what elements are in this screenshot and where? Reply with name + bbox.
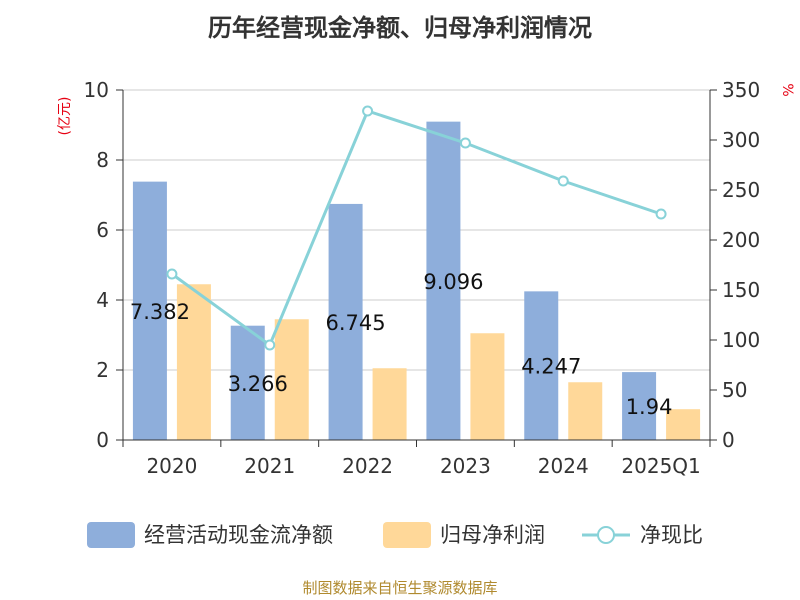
ratio-line-path [171, 109, 662, 348]
left-tick-label: 0 [96, 428, 109, 452]
bar-net-profit [568, 382, 603, 440]
right-tick-label: 50 [722, 378, 747, 402]
bar-data-label: 4.247 [521, 355, 581, 379]
bar-data-label: 1.94 [626, 395, 673, 419]
left-tick-label: 8 [96, 148, 109, 172]
x-tick-label: 2025Q1 [621, 454, 700, 478]
ratio-point [459, 137, 471, 149]
left-tick-label: 2 [96, 358, 109, 382]
bar-operating-cash-flow [230, 325, 265, 440]
right-tick-label: 200 [722, 228, 760, 252]
legend-label-net-profit: 归母净利润 [440, 523, 545, 547]
legend-swatch-ratio-point [597, 526, 615, 544]
bar-net-profit [176, 284, 211, 440]
x-tick-label: 2023 [440, 454, 491, 478]
legend-swatch-net-profit [383, 522, 431, 548]
grid [123, 89, 710, 441]
legend-label-ratio: 净现比 [640, 523, 703, 547]
data-labels: 7.382 3.266 6.745 9.096 4.247 1.94 [130, 270, 673, 419]
ratio-point [655, 208, 667, 220]
ratio-point [166, 268, 178, 280]
bar-net-profit [470, 333, 505, 440]
bar-operating-cash-flow [622, 372, 657, 440]
ratio-point [264, 339, 276, 351]
left-tick-label: 10 [84, 78, 109, 102]
bar-operating-cash-flow [132, 181, 167, 440]
right-tick-label: 300 [722, 128, 760, 152]
x-tick-label: 2024 [538, 454, 589, 478]
chart-title: 历年经营现金净额、归母净利润情况 [208, 14, 592, 42]
x-tick-label: 2022 [342, 454, 393, 478]
right-tick-label: 350 [722, 78, 760, 102]
bar-data-label: 9.096 [423, 270, 483, 294]
bar-data-label: 6.745 [326, 311, 386, 335]
legend-swatch-operating-cash-flow [87, 522, 135, 548]
x-tick-label: 2021 [244, 454, 295, 478]
right-tick-label: 100 [722, 328, 760, 352]
right-tick-label: 0 [722, 428, 735, 452]
right-tick-label: 150 [722, 278, 760, 302]
ratio-point [557, 175, 569, 187]
right-axis-unit: % [779, 83, 795, 96]
bar-operating-cash-flow [524, 291, 559, 440]
legend: 经营活动现金流净额 归母净利润 净现比 [87, 522, 703, 548]
ratio-point [362, 105, 374, 117]
bar-operating-cash-flow [328, 203, 363, 440]
left-tick-label: 4 [96, 288, 109, 312]
left-tick-label: 6 [96, 218, 109, 242]
ratio-line [166, 105, 667, 351]
bar-operating-cash-flow [426, 121, 461, 440]
bar-net-profit [274, 319, 309, 440]
right-tick-label: 250 [722, 178, 760, 202]
left-axis-unit: (亿元) [57, 97, 73, 136]
source-note: 制图数据来自恒生聚源数据库 [302, 579, 497, 597]
bar-data-label: 3.266 [228, 372, 288, 396]
axes [116, 89, 717, 447]
bar-net-profit [666, 409, 701, 440]
bar-data-label: 7.382 [130, 300, 190, 324]
bar-net-profit [372, 368, 407, 440]
x-tick-label: 2020 [146, 454, 197, 478]
bars [132, 121, 701, 440]
legend-label-operating-cash-flow: 经营活动现金流净额 [144, 523, 333, 547]
